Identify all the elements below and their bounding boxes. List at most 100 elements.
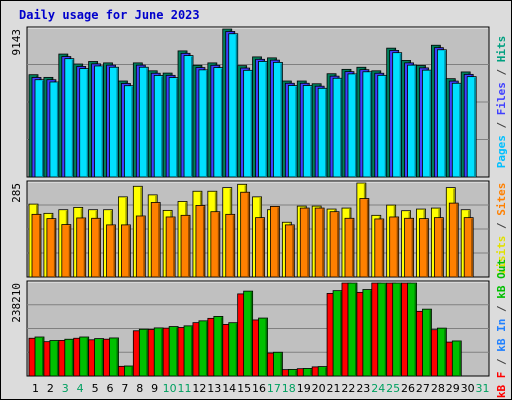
bar-kbytes-kb-out-10	[168, 326, 179, 377]
legend-entry: Pages	[495, 135, 508, 168]
bar-hits-pages-23	[362, 71, 373, 178]
legend-entry: /	[495, 299, 508, 319]
bar-hits-pages-12	[198, 69, 209, 178]
bar-hits-pages-2	[49, 81, 60, 178]
x-tick-label: 28	[431, 382, 445, 395]
x-tick-label: 23	[356, 382, 370, 395]
bar-hits-pages-16	[258, 61, 268, 178]
legend-entry: /	[495, 216, 508, 236]
bar-kbytes-kb-out-21	[332, 290, 343, 377]
x-tick-label: 5	[92, 382, 99, 395]
x-tick-label: 7	[121, 382, 128, 395]
bar-kbytes-kb-out-19	[302, 368, 313, 377]
bar-hits-pages-29	[451, 82, 462, 178]
bar-visits-sites-25	[389, 216, 400, 278]
bar-kbytes-kb-out-13	[213, 316, 224, 377]
x-tick-label: 16	[252, 382, 266, 395]
y-max-label: 9143	[10, 29, 23, 56]
bar-hits-pages-28	[436, 49, 447, 178]
x-tick-label: 21	[327, 382, 341, 395]
bar-visits-sites-17	[270, 206, 280, 278]
bar-hits-pages-26	[407, 64, 417, 178]
bar-visits-sites-12	[195, 205, 206, 278]
bar-kbytes-kb-out-6	[109, 337, 119, 377]
x-tick-label: 17	[267, 382, 281, 395]
bar-hits-pages-24	[377, 74, 388, 178]
bar-kbytes-kb-out-11	[183, 325, 194, 377]
bar-kbytes-kb-out-16	[258, 317, 268, 377]
bar-kbytes-kb-out-14	[228, 322, 239, 377]
bar-visits-sites-24	[374, 218, 385, 278]
legend-entry: kB F	[495, 372, 508, 399]
bar-hits-pages-6	[109, 66, 119, 178]
bar-hits-pages-27	[422, 69, 432, 178]
bar-kbytes-kb-out-25	[392, 282, 403, 377]
bar-visits-sites-13	[210, 211, 221, 278]
bar-hits-pages-10	[168, 77, 179, 178]
bar-kbytes-kb-out-5	[94, 338, 105, 377]
legend-kbytes: kB F / kB In / kB Out	[495, 259, 508, 398]
x-tick-label: 3	[62, 382, 69, 395]
bar-visits-sites-21	[329, 211, 340, 278]
legend-visits: Visits / Sites	[495, 183, 508, 276]
x-tick-label: 6	[106, 382, 113, 395]
x-axis-labels: 1 2 3 4 5 6 7 8 9 10 11 12 13 14 15 16 17 18 19 20 21 22 23 24 2…	[32, 382, 490, 395]
bar-visits-sites-1	[31, 213, 42, 278]
bar-kbytes-kb-out-24	[377, 282, 388, 377]
bar-kbytes-kb-out-23	[362, 289, 373, 377]
x-tick-label: 11	[177, 382, 191, 395]
bar-kbytes-kb-out-15	[243, 290, 254, 377]
bar-kbytes-kb-out-8	[138, 328, 149, 377]
bar-hits-pages-14	[228, 33, 239, 178]
bar-kbytes-kb-out-3	[64, 338, 75, 377]
bar-hits-pages-25	[392, 52, 403, 178]
y-max-label: 285	[10, 183, 23, 203]
bar-kbytes-kb-out-9	[153, 327, 164, 377]
bar-visits-sites-9	[150, 202, 161, 278]
y-max-label: 238210	[10, 283, 23, 323]
bar-kbytes-kb-out-7	[124, 365, 134, 377]
bar-hits-pages-22	[347, 73, 358, 178]
bar-hits-pages-4	[79, 68, 90, 178]
bar-kbytes-kb-out-17	[273, 351, 283, 377]
bar-visits-sites-6	[106, 224, 116, 278]
bar-visits-sites-14	[225, 213, 236, 278]
bar-visits-sites-19	[299, 207, 310, 278]
legend-entry: kB In	[495, 319, 508, 352]
x-tick-label: 30	[461, 382, 475, 395]
bar-hits-pages-1	[34, 79, 45, 178]
bar-kbytes-kb-out-26	[407, 282, 417, 377]
legend-entry: /	[495, 115, 508, 135]
bar-visits-sites-11	[180, 214, 191, 278]
x-tick-label: 24	[371, 382, 385, 395]
x-tick-label: 2	[47, 382, 54, 395]
bar-hits-pages-8	[138, 66, 149, 178]
bar-kbytes-kb-out-18	[287, 369, 298, 377]
bar-visits-sites-29	[448, 202, 459, 278]
legend-entry: kB Out	[495, 259, 508, 299]
x-tick-label: 4	[77, 382, 84, 395]
bar-hits-pages-21	[332, 77, 343, 178]
bar-kbytes-kb-out-1	[34, 336, 45, 377]
panel-hits: 9143 Pages / Files / Hits	[10, 26, 508, 178]
x-tick-label: 9	[151, 382, 158, 395]
x-tick-label: 15	[237, 382, 251, 395]
x-tick-label: 18	[282, 382, 296, 395]
bar-kbytes-kb-out-20	[317, 366, 328, 377]
bar-hits-pages-15	[243, 69, 254, 178]
legend-entry: Sites	[495, 183, 508, 216]
x-tick-label: 26	[401, 382, 415, 395]
x-tick-label: 22	[341, 382, 355, 395]
bar-visits-sites-26	[404, 217, 414, 278]
panel-visits: 285 Visits / Sites	[10, 180, 508, 278]
bar-visits-sites-4	[76, 217, 87, 278]
bar-hits-pages-18	[287, 85, 298, 178]
bar-visits-sites-15	[240, 191, 251, 278]
bar-visits-sites-28	[433, 217, 444, 278]
bar-hits-pages-7	[124, 85, 134, 178]
bar-visits-sites-22	[344, 217, 355, 278]
bar-visits-sites-10	[165, 216, 176, 278]
bar-kbytes-kb-out-28	[436, 327, 447, 377]
bar-hits-pages-17	[273, 61, 283, 178]
